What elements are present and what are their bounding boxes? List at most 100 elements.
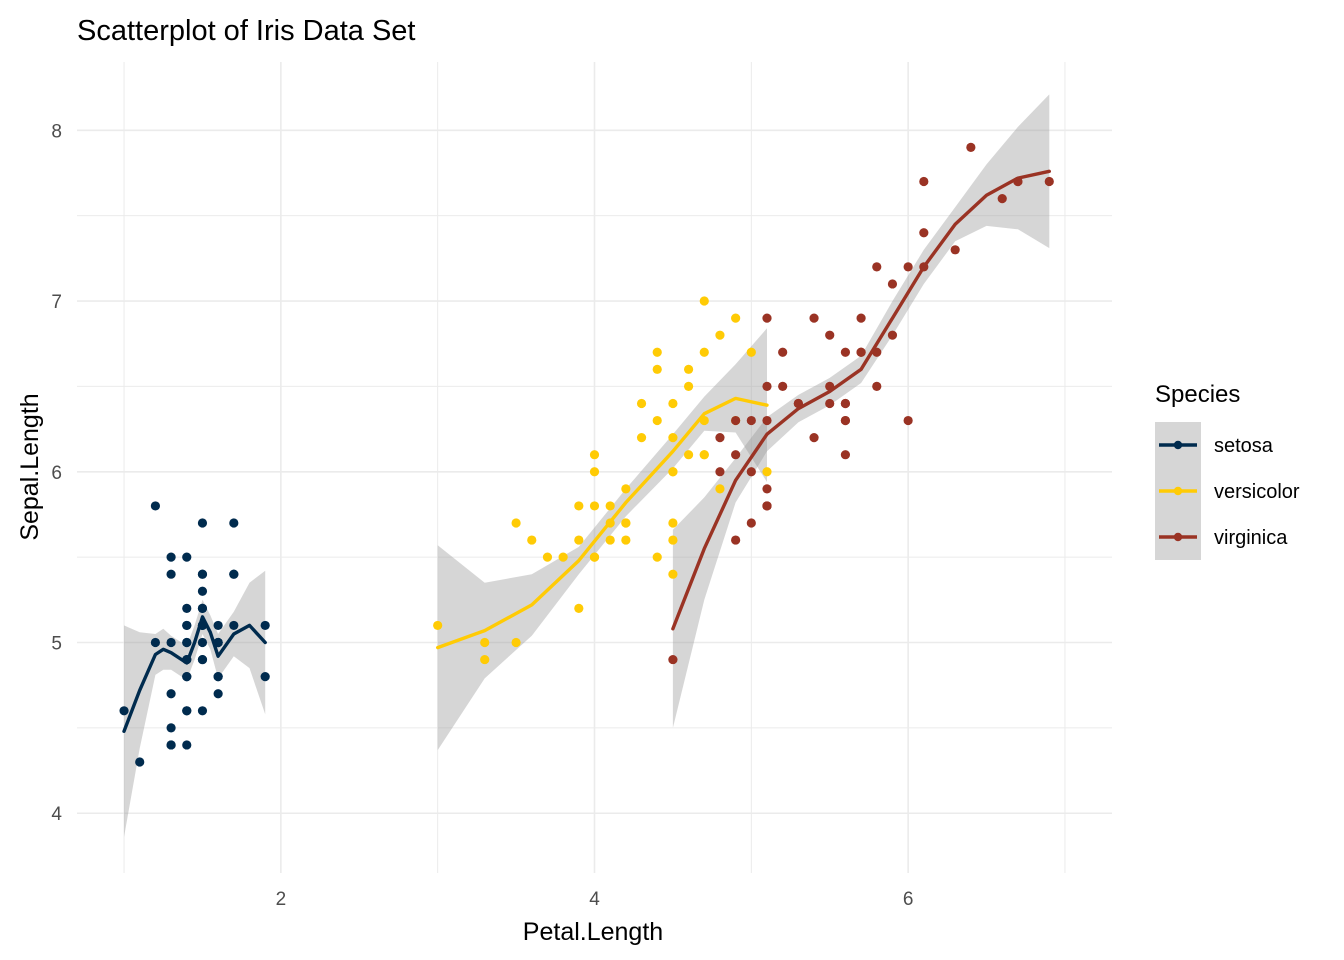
virginica-point xyxy=(919,176,929,187)
setosa-point xyxy=(166,552,176,562)
virginica-smooth-line xyxy=(671,169,1051,631)
versicolor-point xyxy=(668,535,678,545)
versicolor-smooth-line xyxy=(436,396,769,650)
data-points xyxy=(119,142,1054,767)
versicolor-point xyxy=(699,347,709,357)
versicolor-point xyxy=(636,398,647,409)
setosa-point xyxy=(182,706,192,716)
virginica-point xyxy=(1044,176,1054,187)
versicolor-point xyxy=(605,535,615,545)
x-axis-title: Petal.Length xyxy=(523,918,663,946)
setosa-point xyxy=(197,654,208,665)
versicolor-point xyxy=(589,501,600,511)
virginica-point xyxy=(840,398,851,409)
versicolor-point xyxy=(589,467,600,477)
y-tick-label: 5 xyxy=(51,634,62,655)
y-axis-ticks: 4 5 6 7 8 xyxy=(51,121,62,825)
y-tick-label: 7 xyxy=(51,292,62,313)
virginica-point xyxy=(746,467,756,477)
virginica-point xyxy=(856,347,866,357)
setosa-point xyxy=(166,740,176,750)
smooth-lines xyxy=(122,169,1051,733)
virginica-point xyxy=(809,313,819,323)
setosa-point xyxy=(182,620,192,631)
setosa-confidence-band xyxy=(124,570,266,838)
setosa-point xyxy=(197,603,208,613)
legend-point-virginica xyxy=(1173,532,1183,542)
versicolor-point xyxy=(621,484,631,494)
y-axis-title: Sepal.Length xyxy=(16,393,44,540)
versicolor-point xyxy=(636,433,647,443)
setosa-point xyxy=(197,518,208,528)
x-tick-label: 6 xyxy=(903,889,914,910)
setosa-point xyxy=(260,672,270,682)
setosa-point xyxy=(182,603,192,613)
setosa-point xyxy=(182,740,192,750)
versicolor-point xyxy=(558,552,568,562)
versicolor-point xyxy=(731,313,741,323)
versicolor-point xyxy=(668,467,678,477)
setosa-point xyxy=(150,501,161,511)
virginica-point xyxy=(762,415,772,426)
versicolor-point xyxy=(762,467,772,477)
setosa-point xyxy=(182,672,192,682)
virginica-point xyxy=(746,415,756,426)
y-tick-label: 8 xyxy=(51,121,62,142)
versicolor-point xyxy=(574,535,584,545)
setosa-point xyxy=(213,672,223,682)
versicolor-point xyxy=(699,296,709,306)
virginica-point xyxy=(887,279,898,289)
setosa-point xyxy=(166,723,176,733)
virginica-point xyxy=(950,245,960,255)
versicolor-point xyxy=(542,552,553,562)
virginica-point xyxy=(731,535,741,545)
legend-point-setosa xyxy=(1173,440,1183,450)
x-tick-label: 4 xyxy=(589,889,600,910)
setosa-point xyxy=(229,518,239,528)
legend-label-virginica: virginica xyxy=(1214,527,1288,549)
virginica-point xyxy=(762,501,772,511)
virginica-confidence-band xyxy=(672,94,1050,728)
virginica-point xyxy=(715,433,725,443)
versicolor-point xyxy=(480,637,490,648)
versicolor-point xyxy=(683,450,694,460)
virginica-point xyxy=(731,415,741,426)
versicolor-point xyxy=(605,501,615,511)
virginica-point xyxy=(903,415,913,426)
versicolor-point xyxy=(715,330,725,340)
versicolor-point xyxy=(683,381,694,391)
virginica-point xyxy=(997,193,1007,204)
virginica-point xyxy=(840,347,851,357)
virginica-point xyxy=(731,450,741,460)
setosa-point xyxy=(197,586,208,596)
setosa-point xyxy=(182,552,192,562)
virginica-point xyxy=(762,484,772,494)
versicolor-point xyxy=(715,484,725,494)
virginica-point xyxy=(762,313,772,323)
versicolor-point xyxy=(652,552,662,562)
x-axis-ticks: 2 4 6 xyxy=(276,889,914,910)
setosa-point xyxy=(229,620,239,631)
versicolor-point xyxy=(511,637,521,648)
setosa-point xyxy=(166,689,176,699)
setosa-point xyxy=(197,569,208,579)
virginica-point xyxy=(966,142,976,152)
versicolor-point xyxy=(668,569,678,579)
virginica-point xyxy=(809,433,819,443)
versicolor-point xyxy=(511,518,521,528)
setosa-point xyxy=(197,706,208,716)
virginica-point xyxy=(778,381,788,391)
setosa-point xyxy=(182,637,192,648)
y-tick-label: 6 xyxy=(51,463,62,484)
setosa-point xyxy=(166,569,176,579)
setosa-point xyxy=(197,637,208,648)
virginica-point xyxy=(762,381,772,391)
virginica-point xyxy=(903,262,913,272)
versicolor-point xyxy=(668,518,678,528)
legend-point-versicolor xyxy=(1173,486,1183,496)
versicolor-point xyxy=(527,535,537,545)
virginica-point xyxy=(746,518,756,528)
virginica-point xyxy=(778,347,788,357)
versicolor-point xyxy=(683,364,694,374)
virginica-point xyxy=(715,467,725,477)
